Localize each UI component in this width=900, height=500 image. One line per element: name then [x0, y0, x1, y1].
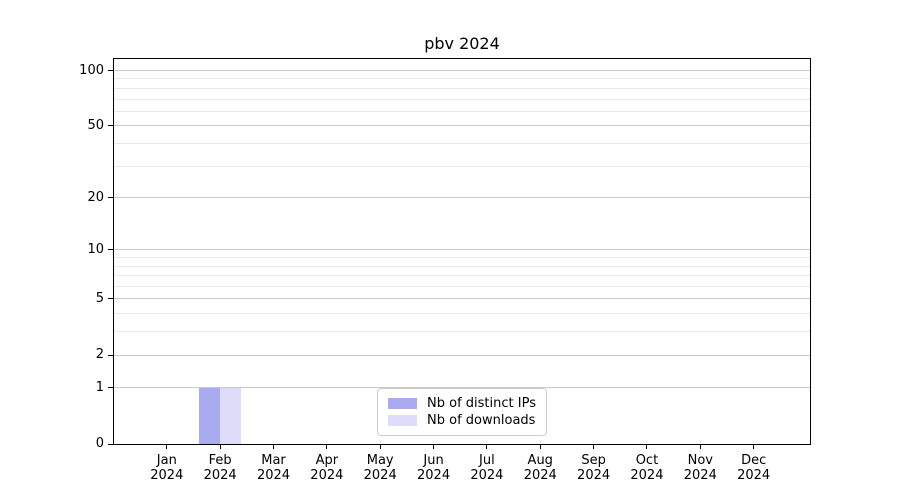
- x-tick-label: Apr 2024: [295, 453, 359, 483]
- x-tick-label: May 2024: [348, 453, 412, 483]
- x-tick-year: 2024: [523, 468, 557, 483]
- x-tick-label: Jun 2024: [402, 453, 466, 483]
- major-gridline: [114, 387, 810, 389]
- x-tick-year: 2024: [363, 468, 397, 483]
- y-tick-label: 1: [95, 379, 104, 395]
- legend-swatch-downloads: [388, 415, 418, 426]
- x-tick-year: 2024: [310, 468, 344, 483]
- x-tick-month: Dec: [741, 453, 767, 468]
- x-tick-label: Jan 2024: [135, 453, 199, 483]
- legend-label-downloads: Nb of downloads: [427, 413, 536, 428]
- x-tick-year: 2024: [577, 468, 611, 483]
- minor-gridline: [114, 313, 810, 315]
- x-tick-label: Jul 2024: [455, 453, 519, 483]
- major-gridline: [114, 70, 810, 71]
- x-tick-label: Feb 2024: [188, 453, 252, 483]
- x-tick-year: 2024: [683, 468, 717, 483]
- major-gridline: [114, 197, 810, 199]
- legend-label-distinct-ips: Nb of distinct IPs: [427, 396, 536, 411]
- x-tick-label: Nov 2024: [668, 453, 732, 483]
- x-tick-year: 2024: [417, 468, 451, 483]
- x-tick-year: 2024: [203, 468, 237, 483]
- x-tick-month: Nov: [687, 453, 713, 468]
- major-gridline: [114, 298, 810, 300]
- x-tick-month: Sep: [581, 453, 606, 468]
- plot-area: Nb of distinct IPs Nb of downloads: [113, 58, 811, 445]
- x-tick-label: Dec 2024: [722, 453, 786, 483]
- chart-title: pbv 2024: [424, 34, 500, 53]
- major-gridline: [114, 354, 810, 356]
- x-tick-year: 2024: [630, 468, 664, 483]
- x-tick-label: Mar 2024: [242, 453, 306, 483]
- y-tick-label: 0: [95, 436, 104, 451]
- x-tick-month: Aug: [527, 453, 553, 468]
- minor-gridline: [114, 110, 810, 112]
- x-tick-year: 2024: [150, 468, 184, 483]
- minor-gridline: [114, 265, 810, 267]
- x-tick-label: Oct 2024: [615, 453, 679, 483]
- x-tick-month: Jun: [423, 453, 444, 468]
- y-tick-label: 20: [87, 189, 104, 205]
- minor-gridline: [114, 87, 810, 89]
- minor-gridline: [114, 331, 810, 333]
- x-tick-month: May: [366, 453, 394, 468]
- x-tick-year: 2024: [256, 468, 291, 483]
- major-gridline: [114, 125, 810, 127]
- bar-downloads: [220, 387, 242, 444]
- legend: Nb of distinct IPs Nb of downloads: [377, 388, 547, 436]
- x-tick-label: Sep 2024: [562, 453, 626, 483]
- minor-gridline: [114, 98, 810, 100]
- y-tick-label: 50: [87, 117, 104, 133]
- y-tick-label: 2: [95, 347, 104, 363]
- x-tick-month: Apr: [315, 453, 339, 468]
- x-tick-month: Oct: [635, 453, 659, 468]
- gridlines-layer: [114, 59, 810, 444]
- legend-item-downloads: Nb of downloads: [388, 412, 536, 429]
- bar-distinct-ips: [198, 387, 221, 444]
- minor-gridline: [114, 286, 810, 288]
- y-tick-label: 5: [95, 290, 104, 306]
- minor-gridline: [114, 257, 810, 259]
- x-tick-month: Jul: [479, 453, 495, 468]
- minor-gridline: [114, 78, 810, 80]
- legend-swatch-distinct-ips: [388, 398, 418, 409]
- minor-gridline: [114, 165, 810, 167]
- x-tick-month: Jan: [156, 453, 177, 468]
- y-tick-label: 10: [87, 241, 104, 257]
- x-tick-month: Feb: [208, 453, 232, 468]
- legend-item-distinct-ips: Nb of distinct IPs: [388, 395, 536, 412]
- major-gridline: [114, 249, 810, 251]
- x-tick-label: Aug 2024: [508, 453, 572, 483]
- minor-gridline: [114, 275, 810, 277]
- bars-layer: [114, 59, 810, 444]
- minor-gridline: [114, 142, 810, 144]
- x-tick-year: 2024: [737, 468, 771, 483]
- x-tick-month: Mar: [261, 453, 286, 468]
- y-tick-label: 100: [79, 62, 104, 78]
- x-tick-year: 2024: [470, 468, 504, 483]
